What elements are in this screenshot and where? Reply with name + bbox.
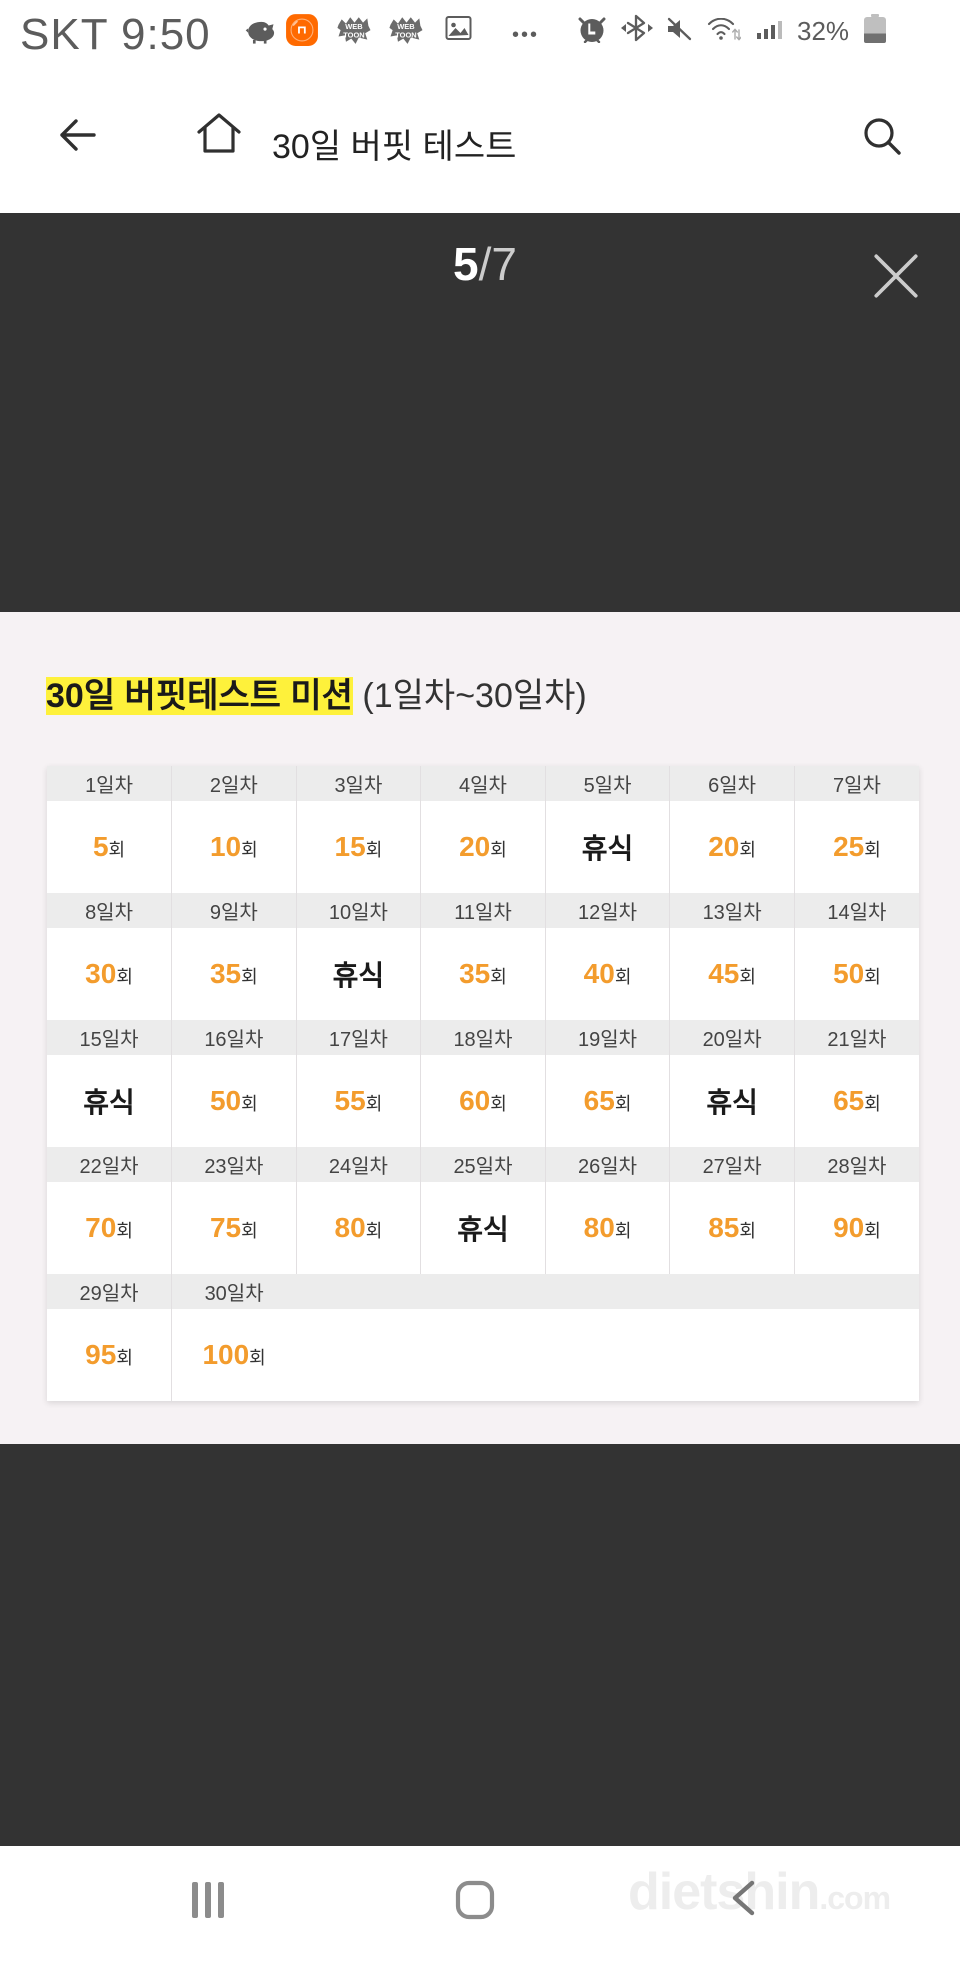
svg-text:TOON: TOON — [343, 31, 364, 40]
svg-text:TOON: TOON — [395, 31, 416, 40]
